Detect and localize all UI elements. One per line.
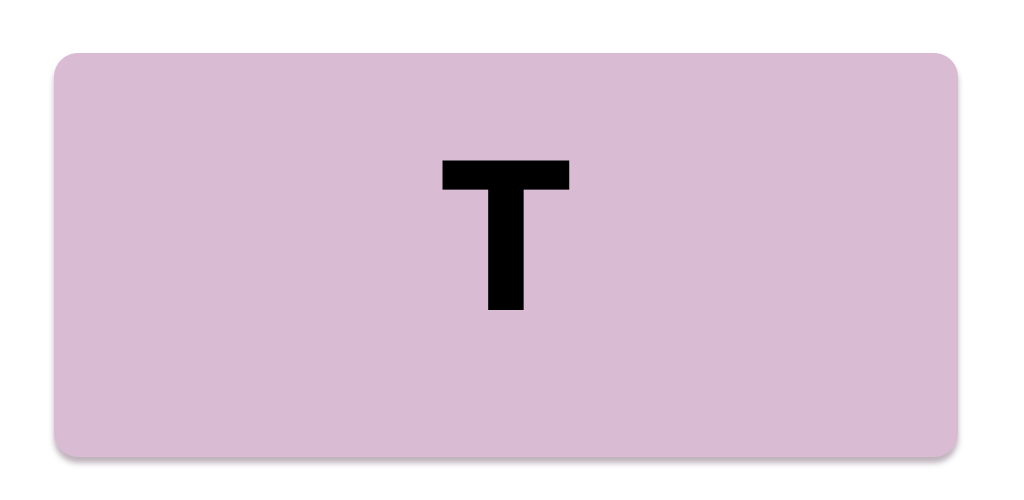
tile-letter: T [441,120,571,359]
letter-tile[interactable]: T [54,53,958,457]
